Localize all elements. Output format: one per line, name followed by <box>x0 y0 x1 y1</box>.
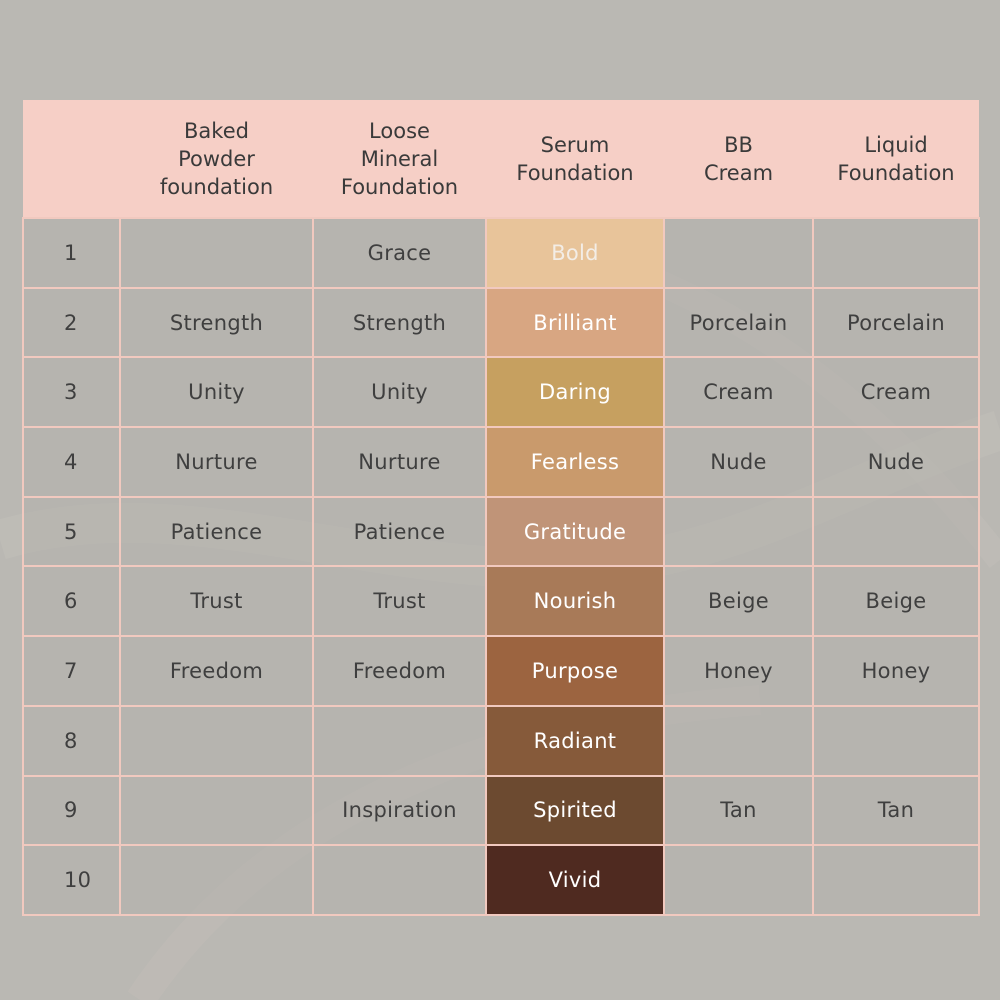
table-row: 1 Grace Bold <box>22 217 980 289</box>
loose-mineral-cell: Nurture <box>312 426 487 498</box>
shade-comparison-table: Baked Powder foundation Loose Mineral Fo… <box>22 100 980 916</box>
bb-cream-cell: Porcelain <box>663 286 814 359</box>
loose-mineral-cell: Freedom <box>312 635 487 707</box>
bb-cream-cell: Tan <box>663 774 814 847</box>
baked-powder-cell: Trust <box>119 565 314 638</box>
loose-mineral-cell: Strength <box>312 286 487 359</box>
serum-shade-swatch: Vivid <box>485 844 665 916</box>
header-serum: Serum Foundation <box>486 100 664 218</box>
serum-shade-swatch: Purpose <box>485 635 665 707</box>
shade-number-cell: 2 <box>22 286 121 359</box>
baked-powder-cell: Nurture <box>119 426 314 498</box>
table-row: 8 Radiant <box>22 704 980 777</box>
liquid-foundation-cell: Cream <box>812 356 980 429</box>
header-number <box>23 100 120 218</box>
bb-cream-cell: Beige <box>663 565 814 638</box>
table-row: 6 Trust Trust Nourish Beige Beige <box>22 565 980 638</box>
liquid-foundation-cell <box>812 844 980 916</box>
serum-shade-swatch: Daring <box>485 356 665 429</box>
shade-number-cell: 5 <box>22 495 121 568</box>
baked-powder-cell: Freedom <box>119 635 314 707</box>
serum-shade-swatch: Fearless <box>485 426 665 498</box>
serum-shade-swatch: Nourish <box>485 565 665 638</box>
liquid-foundation-cell: Honey <box>812 635 980 707</box>
header-liquid: Liquid Foundation <box>813 100 979 218</box>
shade-number-cell: 3 <box>22 356 121 429</box>
table-row: 7 Freedom Freedom Purpose Honey Honey <box>22 635 980 707</box>
bb-cream-cell: Honey <box>663 635 814 707</box>
table-row: 3 Unity Unity Daring Cream Cream <box>22 356 980 429</box>
header-bb-cream: BB Cream <box>664 100 813 218</box>
liquid-foundation-cell <box>812 495 980 568</box>
serum-shade-swatch: Bold <box>485 217 665 289</box>
loose-mineral-cell <box>312 844 487 916</box>
baked-powder-cell <box>119 774 314 847</box>
serum-shade-swatch: Brilliant <box>485 286 665 359</box>
baked-powder-cell: Strength <box>119 286 314 359</box>
bb-cream-cell <box>663 217 814 289</box>
bb-cream-cell: Nude <box>663 426 814 498</box>
serum-shade-swatch: Gratitude <box>485 495 665 568</box>
bb-cream-cell <box>663 495 814 568</box>
shade-number-cell: 9 <box>22 774 121 847</box>
table-row: 9 Inspiration Spirited Tan Tan <box>22 774 980 847</box>
loose-mineral-cell: Unity <box>312 356 487 429</box>
loose-mineral-cell: Inspiration <box>312 774 487 847</box>
shade-number-cell: 1 <box>22 217 121 289</box>
shade-number-cell: 10 <box>22 844 121 916</box>
shade-number-cell: 4 <box>22 426 121 498</box>
serum-shade-swatch: Spirited <box>485 774 665 847</box>
table-row: 10 Vivid <box>22 844 980 916</box>
baked-powder-cell <box>119 844 314 916</box>
header-row: Baked Powder foundation Loose Mineral Fo… <box>23 100 979 218</box>
bb-cream-cell: Cream <box>663 356 814 429</box>
loose-mineral-cell: Trust <box>312 565 487 638</box>
shade-number-cell: 7 <box>22 635 121 707</box>
liquid-foundation-cell: Nude <box>812 426 980 498</box>
baked-powder-cell: Unity <box>119 356 314 429</box>
table-row: 5 Patience Patience Gratitude <box>22 495 980 568</box>
liquid-foundation-cell <box>812 704 980 777</box>
liquid-foundation-cell: Porcelain <box>812 286 980 359</box>
header-loose-mineral: Loose Mineral Foundation <box>313 100 486 218</box>
loose-mineral-cell <box>312 704 487 777</box>
shade-number-cell: 6 <box>22 565 121 638</box>
baked-powder-cell: Patience <box>119 495 314 568</box>
bb-cream-cell <box>663 844 814 916</box>
bb-cream-cell <box>663 704 814 777</box>
loose-mineral-cell: Patience <box>312 495 487 568</box>
header-baked-powder: Baked Powder foundation <box>120 100 313 218</box>
liquid-foundation-cell: Beige <box>812 565 980 638</box>
liquid-foundation-cell: Tan <box>812 774 980 847</box>
table-row: 2 Strength Strength Brilliant Porcelain Porce… <box>22 286 980 359</box>
baked-powder-cell <box>119 217 314 289</box>
liquid-foundation-cell <box>812 217 980 289</box>
baked-powder-cell <box>119 704 314 777</box>
loose-mineral-cell: Grace <box>312 217 487 289</box>
shade-number-cell: 8 <box>22 704 121 777</box>
table-body: 1 Grace Bold 2 Strength Strength Brilliant Porc… <box>22 217 980 916</box>
serum-shade-swatch: Radiant <box>485 704 665 777</box>
table-row: 4 Nurture Nurture Fearless Nude Nude <box>22 426 980 498</box>
